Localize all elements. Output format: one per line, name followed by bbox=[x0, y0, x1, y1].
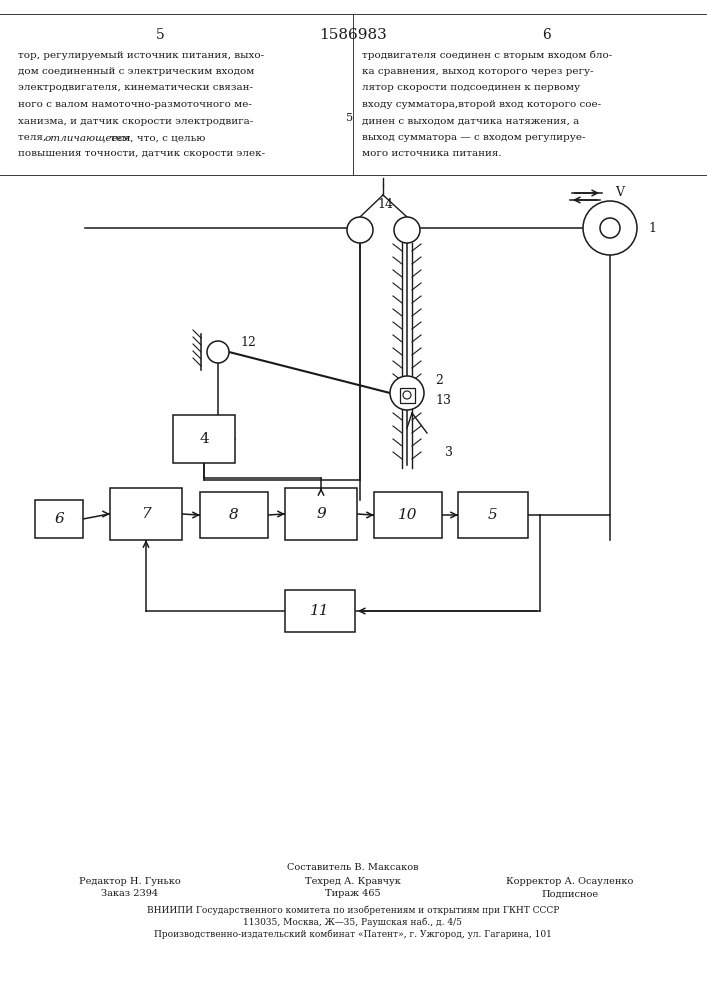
Text: 6: 6 bbox=[543, 28, 551, 42]
Text: 2: 2 bbox=[435, 373, 443, 386]
Text: 8: 8 bbox=[229, 508, 239, 522]
Text: тем, что, с целью: тем, что, с целью bbox=[107, 133, 205, 142]
Text: Производственно-издательский комбинат «Патент», г. Ужгород, ул. Гагарина, 101: Производственно-издательский комбинат «П… bbox=[154, 929, 552, 939]
Text: 1586983: 1586983 bbox=[319, 28, 387, 42]
Text: 9: 9 bbox=[316, 507, 326, 521]
Circle shape bbox=[403, 391, 411, 399]
Text: мого источника питания.: мого источника питания. bbox=[362, 149, 502, 158]
Text: тор, регулируемый источник питания, выхо-: тор, регулируемый источник питания, выхо… bbox=[18, 50, 264, 60]
Text: Техред А. Кравчук: Техред А. Кравчук bbox=[305, 878, 401, 886]
Text: ка сравнения, выход которого через регу-: ка сравнения, выход которого через регу- bbox=[362, 67, 594, 76]
Text: 4: 4 bbox=[199, 432, 209, 446]
Text: 11: 11 bbox=[310, 604, 329, 618]
Text: Корректор А. Осауленко: Корректор А. Осауленко bbox=[506, 878, 633, 886]
Text: V: V bbox=[615, 186, 624, 200]
Bar bbox=[173, 415, 235, 463]
Text: 3: 3 bbox=[445, 446, 453, 460]
Text: Составитель В. Максаков: Составитель В. Максаков bbox=[287, 863, 419, 872]
Text: входу сумматора,второй вход которого сое-: входу сумматора,второй вход которого сое… bbox=[362, 100, 601, 109]
Text: 5: 5 bbox=[488, 508, 498, 522]
Text: 13: 13 bbox=[435, 393, 451, 406]
Text: электродвигателя, кинематически связан-: электродвигателя, кинематически связан- bbox=[18, 84, 253, 93]
Text: ного с валом намоточно-размоточного ме-: ного с валом намоточно-размоточного ме- bbox=[18, 100, 252, 109]
Text: 113035, Москва, Ж—35, Раушская наб., д. 4/5: 113035, Москва, Ж—35, Раушская наб., д. … bbox=[243, 917, 462, 927]
Bar bbox=[285, 488, 357, 540]
Bar bbox=[35, 500, 83, 538]
Text: теля,: теля, bbox=[18, 133, 49, 142]
Text: дом соединенный с электрическим входом: дом соединенный с электрическим входом bbox=[18, 67, 255, 76]
Bar bbox=[458, 492, 528, 538]
Text: 6: 6 bbox=[54, 512, 64, 526]
Text: 7: 7 bbox=[141, 507, 151, 521]
Text: динен с выходом датчика натяжения, а: динен с выходом датчика натяжения, а bbox=[362, 116, 579, 125]
Circle shape bbox=[390, 376, 424, 410]
Text: 5: 5 bbox=[346, 113, 354, 123]
Text: выход сумматора — с входом регулируе-: выход сумматора — с входом регулируе- bbox=[362, 133, 585, 142]
Text: 12: 12 bbox=[240, 336, 256, 349]
Bar bbox=[200, 492, 268, 538]
Text: отличающееся: отличающееся bbox=[45, 133, 132, 142]
Bar bbox=[285, 590, 355, 632]
Circle shape bbox=[583, 201, 637, 255]
Circle shape bbox=[394, 217, 420, 243]
Circle shape bbox=[600, 218, 620, 238]
Text: ханизма, и датчик скорости электродвига-: ханизма, и датчик скорости электродвига- bbox=[18, 116, 253, 125]
Text: Тираж 465: Тираж 465 bbox=[325, 890, 381, 898]
Circle shape bbox=[347, 217, 373, 243]
Text: 10: 10 bbox=[398, 508, 418, 522]
Text: 1: 1 bbox=[648, 222, 656, 234]
Text: Подписное: Подписное bbox=[542, 890, 599, 898]
Text: Редактор Н. Гунько: Редактор Н. Гунько bbox=[79, 878, 181, 886]
Bar bbox=[110, 488, 182, 540]
Text: тродвигателя соединен с вторым входом бло-: тродвигателя соединен с вторым входом бл… bbox=[362, 50, 612, 60]
Bar bbox=[374, 492, 442, 538]
Text: 5: 5 bbox=[156, 28, 164, 42]
Circle shape bbox=[207, 341, 229, 363]
Bar bbox=[400, 388, 415, 403]
Text: повышения точности, датчик скорости элек-: повышения точности, датчик скорости элек… bbox=[18, 149, 265, 158]
Text: лятор скорости подсоединен к первому: лятор скорости подсоединен к первому bbox=[362, 84, 580, 93]
Text: Заказ 2394: Заказ 2394 bbox=[101, 890, 158, 898]
Text: 14: 14 bbox=[377, 198, 393, 211]
Text: ВНИИПИ Государственного комитета по изобретениям и открытиям при ГКНТ СССР: ВНИИПИ Государственного комитета по изоб… bbox=[147, 905, 559, 915]
